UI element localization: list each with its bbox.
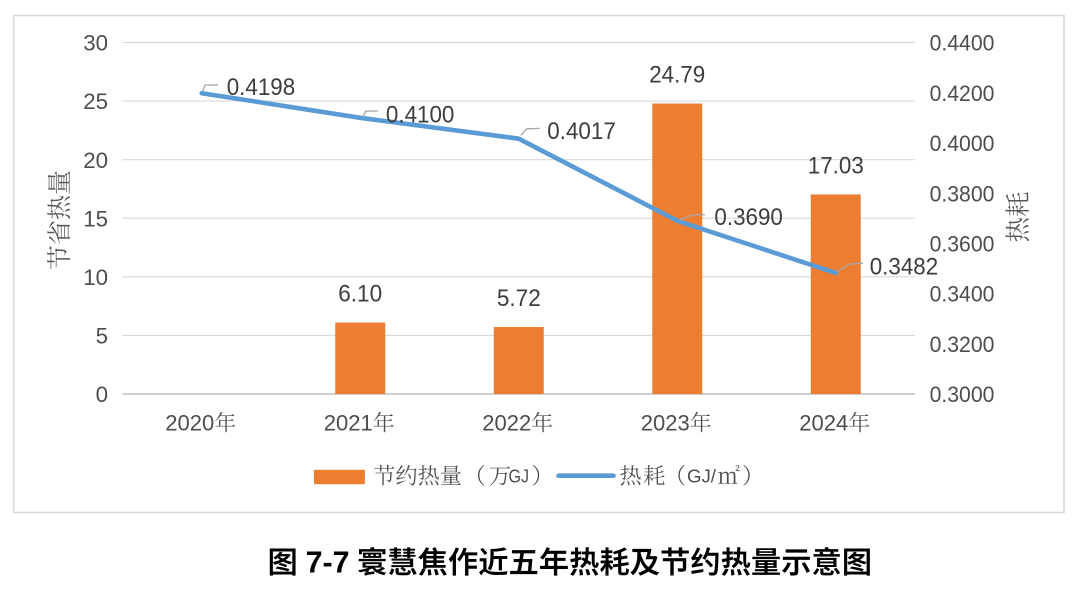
svg-text:7-7: 7-7	[306, 546, 350, 579]
svg-text:0.4400: 0.4400	[930, 31, 995, 56]
svg-text:0.4200: 0.4200	[930, 81, 995, 106]
svg-text:2024: 2024	[799, 411, 848, 436]
svg-text:24.79: 24.79	[649, 62, 705, 89]
svg-text:2021: 2021	[324, 411, 373, 436]
svg-text:0.3000: 0.3000	[930, 382, 995, 407]
svg-text:0.3482: 0.3482	[870, 253, 939, 280]
svg-text:0.3690: 0.3690	[714, 204, 783, 231]
svg-text:0.3600: 0.3600	[930, 231, 995, 256]
svg-text:20: 20	[83, 148, 108, 173]
svg-text:0.3400: 0.3400	[930, 282, 995, 307]
svg-text:5.72: 5.72	[497, 285, 541, 312]
svg-text:0.4198: 0.4198	[227, 74, 296, 101]
svg-text:GJ: GJ	[509, 467, 530, 487]
svg-text:0.4000: 0.4000	[930, 131, 995, 156]
svg-text:2022: 2022	[482, 411, 531, 436]
svg-text:2023: 2023	[641, 411, 690, 436]
svg-text:0.4017: 0.4017	[547, 118, 616, 145]
svg-text:2020: 2020	[165, 411, 214, 436]
svg-text:25: 25	[83, 89, 108, 114]
svg-text:30: 30	[83, 31, 108, 56]
svg-text:17.03: 17.03	[808, 153, 864, 180]
svg-text:GJ/: GJ/	[687, 467, 716, 487]
svg-text:6.10: 6.10	[338, 281, 382, 308]
svg-text:10: 10	[83, 265, 108, 290]
svg-text:0.3800: 0.3800	[930, 181, 995, 206]
svg-text:15: 15	[83, 206, 108, 231]
svg-text:5: 5	[96, 324, 108, 349]
svg-text:0.4100: 0.4100	[386, 101, 455, 128]
svg-text:0.3200: 0.3200	[930, 332, 995, 357]
svg-text:0: 0	[96, 382, 108, 407]
